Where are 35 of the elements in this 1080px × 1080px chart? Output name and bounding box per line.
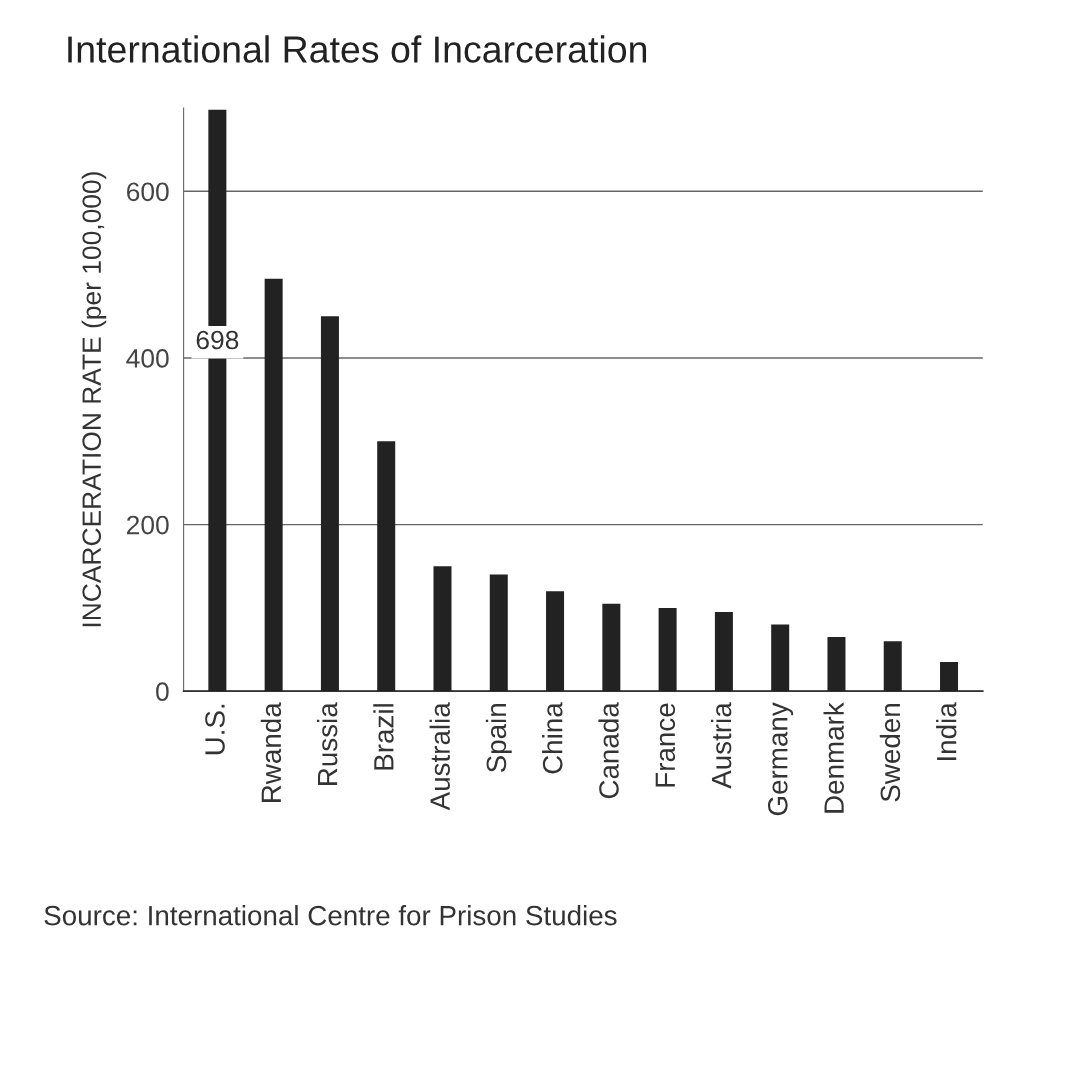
x-tick-label: Australia xyxy=(429,702,450,811)
bar xyxy=(883,641,902,692)
bar xyxy=(602,603,621,692)
x-tick-label: Spain xyxy=(485,704,512,773)
bar xyxy=(771,624,790,692)
x-tick-label: Austria xyxy=(710,702,732,789)
bar xyxy=(827,637,846,692)
y-tick-label: 200 xyxy=(127,515,169,535)
y-tick-label: 400 xyxy=(126,349,169,368)
bar xyxy=(658,607,677,692)
bar xyxy=(546,591,565,692)
source-note: Source: International Centre for Prison Studies xyxy=(44,905,617,926)
x-tick-label: Brazil xyxy=(373,704,394,770)
x-tick-label: U.S. xyxy=(205,704,225,755)
chart-title: International Rates of Incarceration xyxy=(68,35,647,63)
x-tick-label: Germany xyxy=(767,702,794,816)
bar xyxy=(264,278,283,692)
x-tick-label: Rwanda xyxy=(260,702,282,802)
bar xyxy=(714,612,733,692)
y-tick-label: 0 xyxy=(156,682,169,702)
x-tick-label: Sweden xyxy=(879,704,901,802)
bar xyxy=(377,441,396,692)
bar xyxy=(433,566,452,692)
bar xyxy=(940,662,959,692)
y-axis-title: INCARCERATION RATE (per 100,000) xyxy=(81,172,107,627)
y-tick-label: 600 xyxy=(127,182,169,202)
data-label: 698 xyxy=(196,330,239,350)
x-tick-label: Canada xyxy=(598,702,619,799)
x-tick-label: France xyxy=(655,703,676,787)
x-tick-label: Denmark xyxy=(823,702,844,813)
x-tick-label: Russia xyxy=(316,702,338,785)
bar xyxy=(320,316,339,692)
x-tick-label: China xyxy=(542,702,563,774)
bar xyxy=(489,574,508,692)
x-tick-label: India xyxy=(936,702,957,760)
